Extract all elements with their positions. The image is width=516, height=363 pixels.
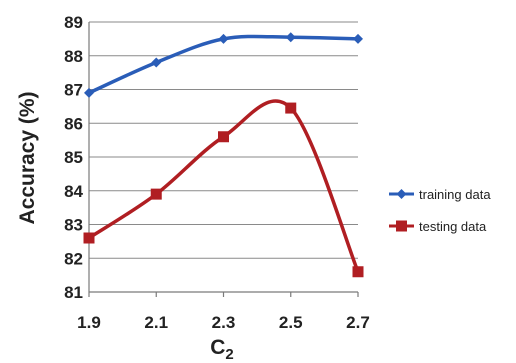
x-axis-title-main: C xyxy=(210,336,225,359)
legend-entry-training: training data xyxy=(389,187,491,202)
y-tick-label: 81 xyxy=(64,283,83,302)
y-tick-label: 88 xyxy=(64,47,83,66)
legend-marker-testing xyxy=(396,220,407,232)
y-tick-label: 85 xyxy=(64,148,83,167)
data-point-training xyxy=(285,32,296,43)
legend-entry-testing: testing data xyxy=(389,219,487,234)
x-tick-label: 2.3 xyxy=(212,313,236,332)
legend-label-training: training data xyxy=(419,187,491,202)
series-line-0 xyxy=(88,34,359,95)
series-line-1 xyxy=(88,99,360,273)
data-point-testing xyxy=(83,232,95,244)
y-tick-label: 86 xyxy=(64,114,83,133)
y-tick-label: 84 xyxy=(64,182,83,201)
data-point-testing xyxy=(352,266,364,278)
series-lines xyxy=(88,34,360,273)
data-point-testing xyxy=(285,102,297,114)
grid-lines xyxy=(89,21,358,259)
y-tick-label: 83 xyxy=(64,216,83,235)
y-tick-labels: 81 82 83 84 85 86 87 88 89 xyxy=(64,13,83,302)
data-point-testing xyxy=(150,188,162,200)
data-point-training xyxy=(353,33,363,44)
x-tick-label: 2.5 xyxy=(279,313,303,332)
x-axis-title-subscript: 2 xyxy=(225,346,233,363)
y-tick-label: 89 xyxy=(64,13,83,32)
data-point-training xyxy=(218,33,229,44)
y-axis-title: Accuracy (%) xyxy=(16,91,39,224)
x-tick-label: 1.9 xyxy=(77,313,101,332)
legend: training data testing data xyxy=(389,187,491,234)
legend-label-testing: testing data xyxy=(419,219,487,234)
data-point-training xyxy=(151,57,162,68)
x-tick-label: 2.1 xyxy=(144,313,168,332)
y-tick-label: 82 xyxy=(64,249,83,268)
x-tick-label: 2.7 xyxy=(346,313,370,332)
axes xyxy=(88,22,359,297)
data-point-training xyxy=(84,87,94,98)
data-point-testing xyxy=(218,131,229,143)
x-axis-title: C2 xyxy=(210,336,234,363)
series-markers xyxy=(83,32,364,278)
y-tick-label: 87 xyxy=(64,81,83,100)
x-tick-labels: 1.9 2.1 2.3 2.5 2.7 xyxy=(77,313,370,332)
legend-marker-training xyxy=(396,189,407,199)
